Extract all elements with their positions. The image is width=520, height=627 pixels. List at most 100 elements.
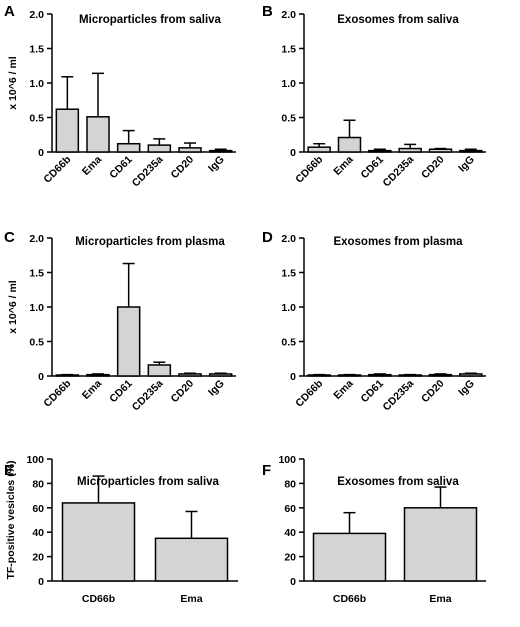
y-axis-label: TF-positive vesicles (%) xyxy=(5,460,17,579)
category-label: Ema xyxy=(80,378,104,402)
y-axis-label: x 10^6 / ml xyxy=(7,56,19,109)
panel-d: D Exosomes from plasma 0 0.5 1.0 1.5 2.0 CD66b E… xyxy=(262,229,486,413)
y-tick-label: 0 xyxy=(290,576,296,588)
category-label: Ema xyxy=(331,378,355,402)
panel-letter: F xyxy=(262,462,271,479)
bar-cd66b xyxy=(61,502,136,582)
y-tick-label: 1.5 xyxy=(29,268,44,280)
bar-cd20 xyxy=(178,373,202,377)
y-tick-label: 0 xyxy=(38,371,44,383)
bar-cd61 xyxy=(368,373,392,377)
panel-b: B Exosomes from saliva 0 0.5 1.0 1.5 2.0 CD66b E… xyxy=(262,3,486,189)
y-tick-label: 0.5 xyxy=(281,337,296,349)
panel-title: Microparticles from plasma xyxy=(75,236,225,248)
category-label: CD66b xyxy=(293,378,325,410)
bar-cd61 xyxy=(368,149,392,153)
category-label: CD66b xyxy=(333,593,366,605)
y-tick-label: 60 xyxy=(32,503,44,515)
y-tick-label: 2.0 xyxy=(281,233,296,245)
bar-cd235a xyxy=(147,364,172,377)
y-tick-label: 1.5 xyxy=(281,44,296,56)
panel-letter: D xyxy=(262,229,273,246)
category-label: Ema xyxy=(331,154,355,178)
y-tick-label: 0 xyxy=(38,147,44,159)
category-label: CD20 xyxy=(419,154,447,182)
y-axis-label: x 10^6 / ml xyxy=(7,280,19,333)
y-tick-label: 0 xyxy=(38,576,44,588)
panel-letter: E xyxy=(4,462,14,479)
y-tick-label: 100 xyxy=(278,454,296,466)
category-label: CD61 xyxy=(358,378,386,406)
y-tick-label: 40 xyxy=(284,527,296,539)
bar-ema xyxy=(403,507,478,582)
y-tick-label: 80 xyxy=(32,478,44,490)
category-label: CD235a xyxy=(381,154,417,190)
bar-ema xyxy=(154,537,229,582)
bar-cd66b xyxy=(312,532,387,582)
y-tick-label: 1.0 xyxy=(281,78,296,90)
y-tick-label: 1.5 xyxy=(281,268,296,280)
panel-title: Microparticles from saliva xyxy=(77,476,219,488)
y-tick-label: 0.5 xyxy=(29,113,44,125)
panel-letter: C xyxy=(4,229,15,246)
category-label: CD61 xyxy=(107,154,135,182)
y-tick-label: 40 xyxy=(32,527,44,539)
panel-e: E Microparticles from saliva 0 20 40 60 80 100 T… xyxy=(4,454,238,605)
panel-letter: B xyxy=(262,3,273,20)
y-tick-label: 0.5 xyxy=(281,113,296,125)
category-label: CD20 xyxy=(169,154,197,182)
category-label: IgG xyxy=(206,378,227,399)
category-label: IgG xyxy=(456,378,477,399)
bar-cd61 xyxy=(116,306,141,377)
y-tick-label: 0.5 xyxy=(29,337,44,349)
y-tick-label: 20 xyxy=(284,552,296,564)
category-label: Ema xyxy=(429,593,451,605)
category-label: CD61 xyxy=(358,154,386,182)
bar-cd20 xyxy=(178,147,202,153)
bar-cd20 xyxy=(428,148,453,153)
bar-cd66b xyxy=(55,108,80,153)
y-tick-label: 1.5 xyxy=(29,44,44,56)
category-label: CD235a xyxy=(130,154,166,190)
bar-igg xyxy=(459,149,483,153)
category-label: Ema xyxy=(180,593,202,605)
y-tick-label: 0 xyxy=(290,147,296,159)
category-label: CD20 xyxy=(419,378,447,406)
category-label: CD20 xyxy=(169,378,197,406)
category-label: Ema xyxy=(80,154,104,178)
category-label: CD66b xyxy=(82,593,115,605)
bar-ema xyxy=(337,136,362,153)
bar-igg xyxy=(208,373,233,377)
category-label: CD235a xyxy=(130,378,166,414)
bar-cd235a xyxy=(147,144,172,153)
category-label: CD66b xyxy=(41,154,73,186)
y-tick-label: 0 xyxy=(290,371,296,383)
y-tick-label: 1.0 xyxy=(29,302,44,314)
bar-cd66b xyxy=(307,146,331,153)
y-tick-label: 20 xyxy=(32,552,44,564)
bar-igg xyxy=(459,373,483,377)
category-label: IgG xyxy=(206,154,227,175)
bar-cd20 xyxy=(428,373,453,377)
panel-f: F Exosomes from saliva 0 20 40 60 80 100 CD66b Em… xyxy=(262,454,486,605)
y-tick-label: 1.0 xyxy=(29,78,44,90)
bar-igg xyxy=(208,149,233,153)
category-label: IgG xyxy=(456,154,477,175)
panel-letter: A xyxy=(4,3,15,20)
panel-a: A Microparticles from saliva 0 0.5 1.0 1.5 2.0… xyxy=(4,3,236,189)
panel-title: Exosomes from saliva xyxy=(337,14,459,26)
category-label: CD66b xyxy=(41,378,73,410)
y-tick-label: 2.0 xyxy=(29,233,44,245)
category-label: CD66b xyxy=(293,154,325,186)
y-tick-label: 60 xyxy=(284,503,296,515)
bar-ema xyxy=(86,116,110,153)
panel-title: Exosomes from plasma xyxy=(333,236,463,248)
bar-cd61 xyxy=(116,142,141,153)
y-tick-label: 1.0 xyxy=(281,302,296,314)
y-tick-label: 2.0 xyxy=(29,9,44,21)
panel-c: C Microparticles from plasma 0 0.5 1.0 1.5 2.0… xyxy=(4,229,236,413)
y-tick-label: 2.0 xyxy=(281,9,296,21)
category-label: CD235a xyxy=(381,378,417,414)
bar-ema xyxy=(86,373,110,377)
